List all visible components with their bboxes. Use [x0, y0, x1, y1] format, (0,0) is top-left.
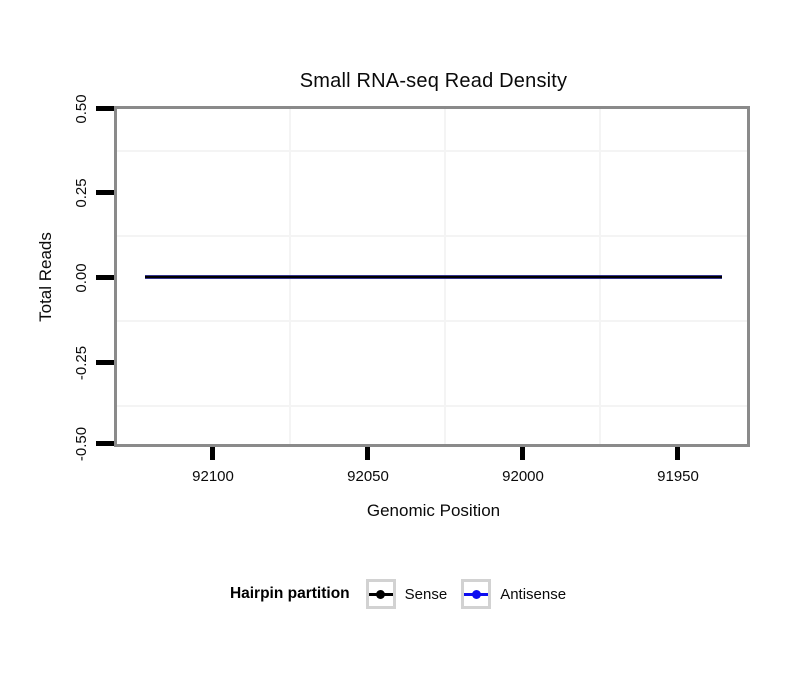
minor-gridline-horizontal: [117, 320, 747, 322]
legend-title: Hairpin partition: [229, 585, 350, 602]
y-axis-title: Total Reads: [36, 232, 55, 322]
y-tick-label: -0.25: [73, 345, 90, 381]
x-tick-label: 91950: [657, 468, 699, 485]
minor-gridline-horizontal: [117, 405, 747, 407]
x-axis-tick: [210, 447, 215, 460]
minor-gridline-horizontal: [117, 150, 747, 152]
minor-gridline-horizontal: [117, 235, 747, 237]
y-tick-label: 0.50: [73, 94, 90, 124]
legend-label-antisense: Antisense: [500, 585, 567, 603]
y-axis-tick: [96, 275, 114, 280]
y-tick-label: 0.00: [73, 263, 90, 293]
x-axis-tick: [675, 447, 680, 460]
y-axis-tick: [96, 360, 114, 365]
y-tick-label: -0.50: [73, 426, 90, 462]
legend: Hairpin partition Sense Antisense: [0, 579, 810, 609]
x-axis-tick: [520, 447, 525, 460]
x-tick-label: 92000: [502, 468, 544, 485]
x-axis-title: Genomic Position: [366, 501, 501, 520]
series-line-sense-antisense-overlap: [145, 275, 722, 279]
legend-label-sense: Sense: [404, 585, 448, 603]
plot-panel: [114, 106, 750, 447]
y-axis-tick: [96, 106, 114, 111]
sense-point-icon: [376, 589, 386, 599]
y-axis-tick: [96, 441, 114, 446]
antisense-point-icon: [471, 589, 481, 599]
chart-title: Small RNA-seq Read Density: [299, 70, 568, 92]
x-tick-label: 92050: [347, 468, 389, 485]
x-tick-label: 92100: [192, 468, 234, 485]
y-tick-label: 0.25: [73, 178, 90, 208]
y-axis-tick: [96, 190, 114, 195]
legend-key-sense: [365, 579, 396, 609]
x-axis-tick: [365, 447, 370, 460]
legend-key-antisense: [461, 579, 492, 609]
